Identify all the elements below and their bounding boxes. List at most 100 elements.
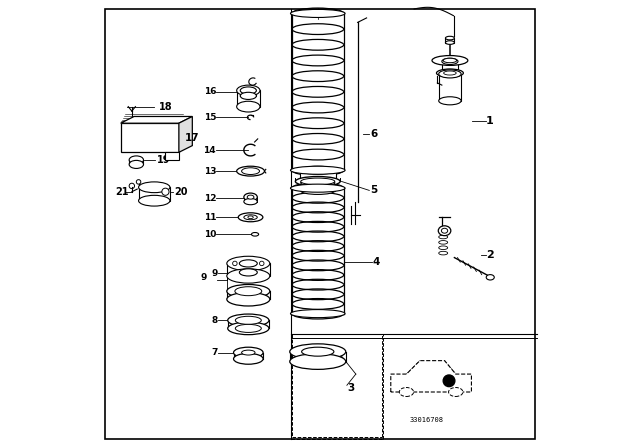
Ellipse shape — [486, 275, 494, 280]
Ellipse shape — [236, 316, 261, 324]
Ellipse shape — [442, 228, 448, 233]
Text: 19: 19 — [157, 155, 170, 165]
Ellipse shape — [244, 198, 257, 205]
Text: 16: 16 — [204, 87, 216, 96]
Ellipse shape — [237, 101, 260, 112]
Circle shape — [162, 188, 169, 195]
Ellipse shape — [228, 322, 269, 335]
Ellipse shape — [139, 195, 170, 206]
Bar — [139, 187, 170, 201]
Ellipse shape — [235, 287, 262, 296]
Text: 14: 14 — [204, 146, 216, 155]
Ellipse shape — [244, 215, 257, 220]
Ellipse shape — [234, 347, 263, 358]
Ellipse shape — [291, 9, 345, 17]
Ellipse shape — [445, 41, 454, 44]
Ellipse shape — [291, 184, 345, 192]
Ellipse shape — [444, 71, 456, 75]
Text: 21: 21 — [115, 187, 128, 197]
Ellipse shape — [300, 166, 336, 174]
Ellipse shape — [439, 97, 461, 105]
Circle shape — [129, 183, 134, 189]
Circle shape — [136, 180, 141, 184]
Circle shape — [233, 261, 237, 266]
Bar — [445, 38, 454, 43]
Ellipse shape — [443, 58, 457, 63]
Ellipse shape — [445, 36, 454, 40]
Ellipse shape — [239, 269, 257, 276]
Ellipse shape — [432, 56, 468, 65]
Ellipse shape — [436, 69, 463, 77]
Ellipse shape — [129, 156, 143, 164]
Ellipse shape — [399, 388, 413, 396]
Bar — [237, 90, 260, 107]
Ellipse shape — [438, 226, 451, 236]
Text: 5: 5 — [370, 185, 378, 195]
Text: 12: 12 — [204, 194, 216, 202]
Bar — [239, 263, 257, 272]
Text: 9: 9 — [211, 269, 218, 278]
Ellipse shape — [139, 182, 170, 193]
Text: 9: 9 — [201, 273, 207, 282]
Text: 17: 17 — [185, 133, 199, 143]
Text: 4: 4 — [372, 257, 380, 267]
Polygon shape — [179, 116, 192, 152]
Ellipse shape — [442, 58, 458, 65]
Text: 8: 8 — [212, 316, 218, 325]
Bar — [439, 74, 461, 101]
Ellipse shape — [238, 213, 263, 222]
Ellipse shape — [244, 193, 257, 201]
Ellipse shape — [237, 85, 260, 96]
Ellipse shape — [240, 92, 257, 99]
Polygon shape — [165, 152, 179, 160]
Ellipse shape — [228, 314, 269, 327]
Ellipse shape — [442, 69, 458, 76]
Bar — [121, 123, 179, 152]
Ellipse shape — [242, 350, 255, 355]
Text: 11: 11 — [204, 213, 216, 222]
Text: 33016708: 33016708 — [410, 417, 444, 423]
Text: 18: 18 — [159, 102, 172, 112]
Bar — [442, 61, 458, 73]
Polygon shape — [391, 361, 472, 392]
Text: 15: 15 — [204, 113, 216, 122]
Text: 6: 6 — [370, 129, 378, 139]
Ellipse shape — [291, 166, 345, 174]
Ellipse shape — [240, 87, 257, 94]
Text: 20: 20 — [174, 187, 188, 197]
Ellipse shape — [439, 70, 461, 78]
Ellipse shape — [227, 269, 270, 283]
Ellipse shape — [236, 324, 261, 332]
Ellipse shape — [242, 168, 260, 175]
Ellipse shape — [227, 284, 270, 298]
Bar — [300, 170, 336, 181]
Bar — [301, 183, 335, 191]
Ellipse shape — [296, 177, 340, 186]
Ellipse shape — [129, 160, 143, 168]
Ellipse shape — [252, 233, 259, 236]
Text: 1: 1 — [486, 116, 493, 126]
Ellipse shape — [227, 293, 270, 306]
Circle shape — [260, 261, 264, 266]
Bar — [227, 263, 270, 276]
Ellipse shape — [291, 310, 345, 318]
Text: 13: 13 — [204, 167, 216, 176]
Bar — [240, 90, 257, 96]
Ellipse shape — [237, 166, 264, 176]
Ellipse shape — [227, 256, 270, 271]
Ellipse shape — [247, 195, 254, 199]
Text: 3: 3 — [348, 383, 355, 392]
Ellipse shape — [239, 260, 257, 267]
Ellipse shape — [290, 354, 346, 369]
Ellipse shape — [234, 353, 263, 364]
Ellipse shape — [301, 178, 335, 185]
Ellipse shape — [301, 187, 335, 194]
Ellipse shape — [300, 177, 336, 185]
Text: 7: 7 — [211, 348, 218, 357]
Circle shape — [443, 375, 455, 387]
Text: 10: 10 — [204, 230, 216, 239]
Ellipse shape — [301, 347, 334, 356]
Ellipse shape — [449, 388, 463, 396]
Ellipse shape — [290, 344, 346, 359]
Polygon shape — [121, 116, 192, 123]
